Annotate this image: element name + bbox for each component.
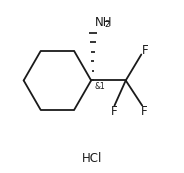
Text: &1: &1 xyxy=(94,82,105,91)
Text: NH: NH xyxy=(95,16,112,29)
Text: 2: 2 xyxy=(105,20,110,29)
Text: F: F xyxy=(141,105,147,118)
Text: HCl: HCl xyxy=(82,152,102,165)
Text: F: F xyxy=(141,44,148,57)
Text: F: F xyxy=(111,105,117,118)
